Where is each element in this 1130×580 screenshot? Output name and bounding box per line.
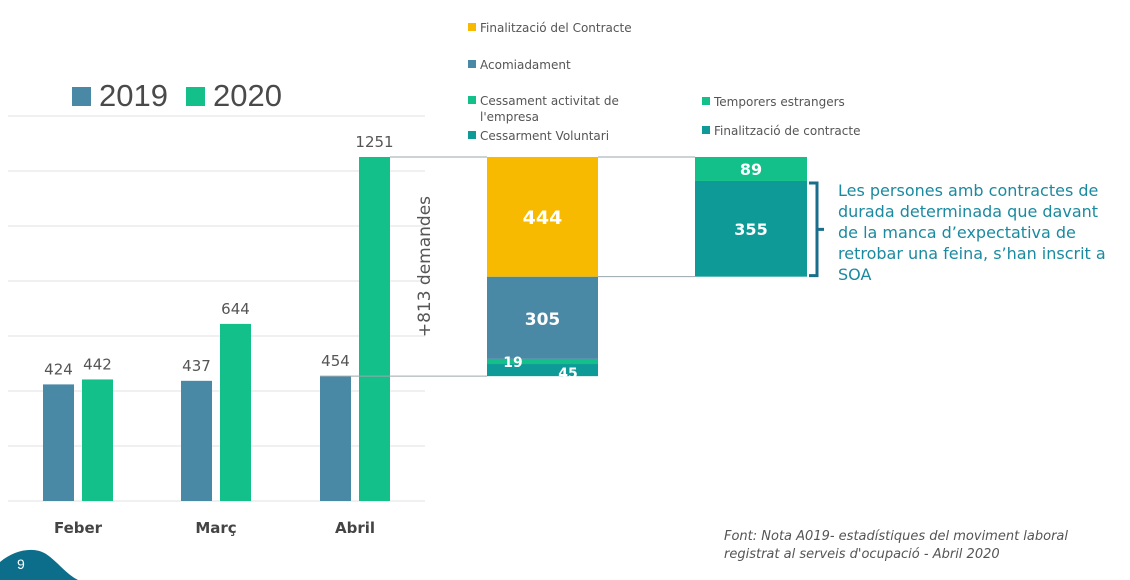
legend-label-2020: 2020: [212, 78, 282, 113]
legend-label: Finalització del Contracte: [480, 21, 632, 35]
legend-item-cessament-voluntari: Cessarment Voluntari: [468, 128, 609, 144]
legend-label: Temporers estrangers: [714, 95, 845, 109]
legend-swatch: [468, 96, 476, 104]
data-label: 454: [321, 352, 350, 370]
legend-swatch: [468, 23, 476, 31]
legend-item-2020: 2020: [185, 78, 282, 114]
legend-item-cessament-activitat: Cessament activitat de l'empresa: [468, 93, 619, 125]
stack2-segment: [695, 156, 807, 181]
legend-item-temporers-estrangers: Temporers estrangers: [702, 94, 845, 110]
x-tick-label: Abril: [335, 519, 375, 537]
bar-abril-2020: [359, 156, 390, 501]
legend-swatch-2020: [185, 86, 205, 106]
legend-item-acomiadament: Acomiadament: [468, 57, 571, 73]
legend-label: Cessarment Voluntari: [480, 129, 610, 143]
page-number-tab: [0, 549, 78, 580]
bar-abril-2019: [320, 376, 351, 501]
source-line: registrat al serveis d'ocupació - Abril …: [724, 547, 1000, 562]
stack-segment: [487, 276, 598, 359]
x-tick-label: Feber: [54, 519, 103, 537]
note-line: Les persones amb contractes de: [838, 181, 1099, 200]
main-legend: 2019 2020: [72, 78, 300, 114]
legend-item-finalitzacio-del-contracte: Finalització del Contracte: [468, 20, 632, 36]
legend-swatch: [468, 131, 476, 139]
bar-març-2020: [220, 323, 251, 501]
data-label: 644: [221, 300, 250, 318]
bracket: [809, 181, 824, 278]
data-label: 437: [182, 357, 211, 375]
legend-label-line2: l'empresa: [480, 110, 539, 124]
delta-annotation: +813 demandes: [415, 196, 435, 337]
segment-label: 355: [734, 220, 767, 239]
stack-segment: [487, 364, 598, 377]
note-line: de la manca d’expectativa de: [838, 223, 1076, 242]
legend-item-finalitzacio-de-contracte: Finalització de contracte: [702, 123, 860, 139]
segment-label: 19: [503, 355, 522, 371]
stack-segment: [487, 156, 598, 277]
data-label: 442: [83, 355, 112, 373]
legend-label: Cessament activitat de: [480, 94, 619, 108]
legend-label-2019: 2019: [99, 78, 168, 113]
source-citation: Font: Nota A019- estadístiques del movim…: [724, 528, 1068, 564]
segment-label: 305: [525, 310, 561, 330]
bar-març-2019: [181, 380, 212, 501]
segment-label: 89: [740, 160, 762, 179]
page-number: 9: [17, 556, 25, 572]
x-tick-label: Març: [195, 519, 236, 537]
bar-feber-2019: [43, 384, 74, 501]
legend-item-2019: 2019: [72, 78, 168, 114]
source-line: Font: Nota A019- estadístiques del movim…: [724, 529, 1069, 544]
annotation-note: Les persones amb contractes de durada de…: [838, 180, 1130, 285]
stack-segment: [487, 358, 598, 365]
segment-label: 45: [558, 366, 577, 382]
segment-label: 444: [523, 207, 563, 229]
data-label: 424: [44, 360, 73, 378]
note-line: durada determinada que davant: [838, 202, 1099, 221]
note-line: retrobar una feina, s’han inscrit a: [838, 244, 1106, 263]
note-line: SOA: [838, 265, 872, 284]
legend-swatch: [468, 60, 476, 68]
legend-label: Acomiadament: [480, 58, 571, 72]
legend-label: Finalització de contracte: [714, 124, 861, 138]
stack2-segment: [695, 180, 807, 277]
legend-swatch: [702, 97, 710, 105]
legend-swatch: [702, 126, 710, 134]
legend-swatch-2019: [72, 86, 91, 106]
data-label: 1251: [355, 133, 393, 151]
bar-feber-2020: [82, 379, 113, 501]
